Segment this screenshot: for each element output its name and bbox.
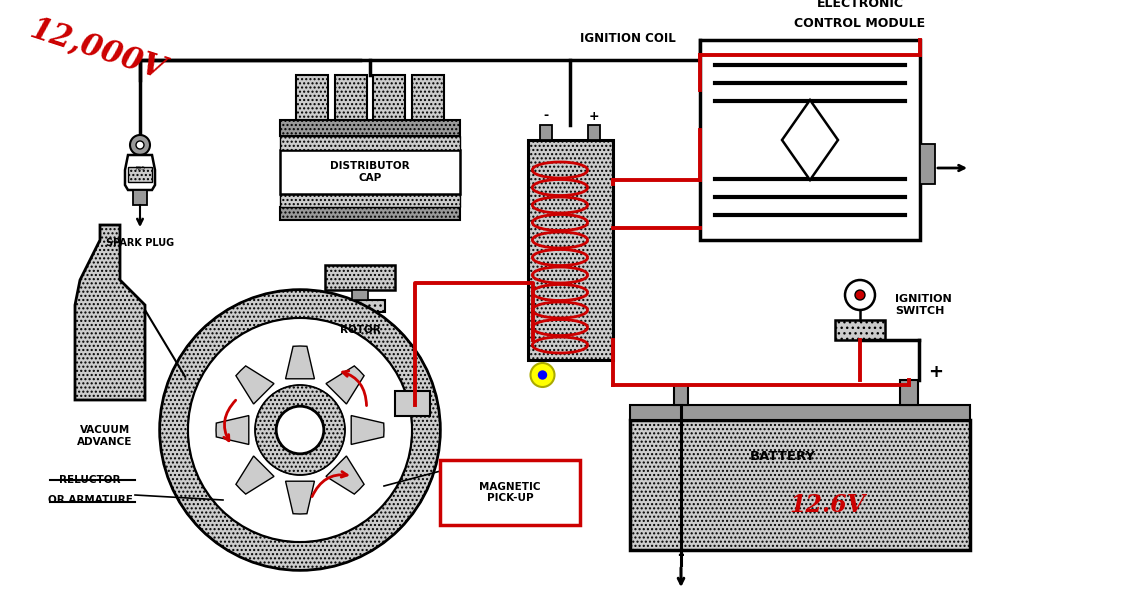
Bar (280, 207, 460, 220)
Text: SPARK PLUG: SPARK PLUG (106, 238, 174, 248)
Circle shape (160, 290, 440, 570)
Text: 12,000V: 12,000V (25, 14, 168, 86)
Text: DISTRIBUTOR
CAP: DISTRIBUTOR CAP (330, 161, 410, 183)
Bar (673, 385, 688, 405)
Text: IGNITION
SWITCH: IGNITION SWITCH (895, 294, 951, 316)
Polygon shape (216, 416, 249, 445)
Bar (280, 150, 460, 194)
Bar (296, 75, 328, 120)
Wedge shape (160, 290, 440, 570)
Text: -: - (544, 109, 549, 122)
Circle shape (136, 141, 144, 149)
Polygon shape (236, 366, 273, 404)
Wedge shape (255, 385, 345, 475)
Text: +: + (929, 363, 944, 381)
Polygon shape (325, 456, 364, 494)
Bar (353, 290, 368, 300)
Bar (334, 75, 367, 120)
Bar (920, 144, 935, 184)
Text: RX5: RX5 (136, 166, 145, 172)
Text: CONTROL MODULE: CONTROL MODULE (794, 17, 925, 30)
Bar (280, 194, 460, 207)
Text: VACUUM
ADVANCE: VACUUM ADVANCE (77, 425, 132, 446)
Polygon shape (75, 225, 145, 400)
Polygon shape (286, 481, 314, 514)
Bar (631, 420, 970, 550)
Text: ELECTRONIC: ELECTRONIC (817, 0, 904, 10)
Text: +: + (589, 109, 599, 122)
Bar (440, 460, 580, 525)
Text: BATTERY: BATTERY (750, 450, 816, 463)
Bar (128, 167, 153, 182)
Bar (133, 190, 147, 205)
Circle shape (255, 385, 345, 475)
Bar (280, 120, 460, 136)
Bar (325, 265, 396, 290)
Text: OR ARMATURE: OR ARMATURE (47, 495, 132, 505)
Bar (699, 40, 920, 240)
Text: ROTOR: ROTOR (340, 325, 381, 335)
Bar (528, 140, 612, 360)
Text: RELUCTOR: RELUCTOR (59, 475, 121, 485)
Circle shape (188, 318, 412, 542)
Polygon shape (125, 155, 155, 190)
Circle shape (845, 280, 875, 310)
Bar (835, 320, 885, 340)
Bar (899, 380, 918, 405)
Polygon shape (286, 346, 314, 379)
Circle shape (276, 406, 324, 454)
Text: 12.6V: 12.6V (789, 493, 866, 517)
Bar (334, 300, 385, 312)
Bar (588, 125, 600, 140)
Polygon shape (325, 366, 364, 404)
Circle shape (539, 371, 547, 379)
Bar (411, 75, 444, 120)
Bar (540, 125, 553, 140)
Circle shape (855, 290, 864, 300)
Bar (280, 136, 460, 150)
Circle shape (130, 135, 150, 155)
Text: IGNITION COIL: IGNITION COIL (580, 32, 676, 45)
Polygon shape (782, 100, 838, 180)
Bar (631, 405, 970, 420)
Circle shape (530, 363, 555, 387)
Bar (396, 391, 431, 416)
Text: MAGNETIC
PICK-UP: MAGNETIC PICK-UP (479, 482, 541, 503)
Bar (373, 75, 406, 120)
Polygon shape (351, 416, 384, 445)
Polygon shape (236, 456, 273, 494)
Text: -: - (678, 546, 685, 564)
